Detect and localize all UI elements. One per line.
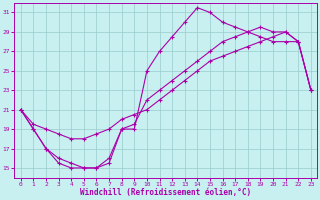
- X-axis label: Windchill (Refroidissement éolien,°C): Windchill (Refroidissement éolien,°C): [80, 188, 252, 197]
